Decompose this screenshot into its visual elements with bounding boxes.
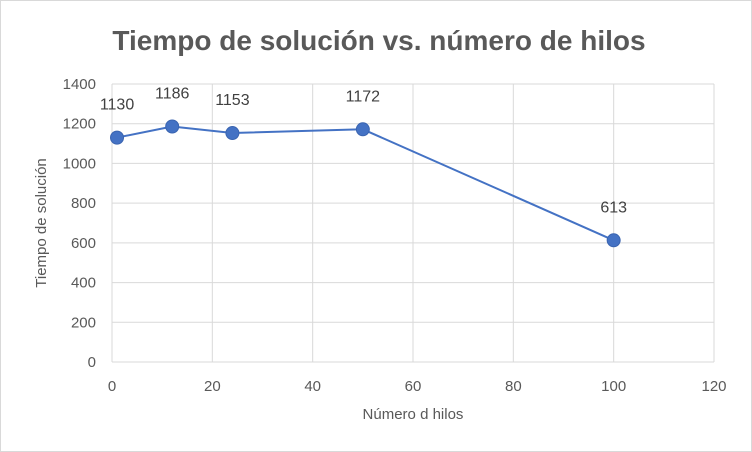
x-tick-label: 40 — [304, 378, 321, 395]
x-tick-label: 20 — [204, 378, 221, 395]
y-axis-ticks: 0 200 400 600 800 1000 1200 1400 — [63, 76, 96, 371]
x-tick-label: 100 — [601, 378, 626, 395]
data-labels: 1130 1186 1153 1172 613 — [100, 85, 627, 216]
y-tick-label: 600 — [71, 235, 96, 252]
data-label: 613 — [600, 199, 627, 216]
y-tick-label: 0 — [88, 354, 96, 371]
data-label: 1130 — [100, 97, 135, 114]
y-axis-title: Tiempo de solución — [33, 158, 50, 288]
x-tick-label: 0 — [108, 378, 116, 395]
x-axis-title: Número d hilos — [363, 406, 464, 423]
data-point — [165, 119, 180, 134]
series-line — [116, 125, 615, 242]
y-tick-label: 1000 — [63, 155, 96, 172]
y-tick-label: 1400 — [63, 76, 96, 93]
data-point — [606, 233, 621, 248]
y-tick-label: 1200 — [63, 116, 96, 133]
x-tick-label: 120 — [701, 378, 726, 395]
x-axis-ticks: 0 20 40 60 80 100 120 — [108, 378, 727, 395]
data-point — [355, 122, 370, 137]
y-tick-label: 200 — [71, 314, 96, 331]
y-tick-label: 800 — [71, 195, 96, 212]
data-point — [110, 130, 125, 145]
chart-title: Tiempo de solución vs. número de hilos — [112, 25, 645, 56]
data-point — [225, 126, 240, 141]
x-tick-label: 60 — [405, 378, 422, 395]
data-series — [110, 119, 621, 248]
data-label: 1172 — [346, 88, 381, 105]
gridlines — [111, 83, 715, 363]
data-label: 1186 — [155, 85, 190, 102]
x-tick-label: 80 — [505, 378, 522, 395]
y-tick-label: 400 — [71, 275, 96, 292]
data-label: 1153 — [215, 92, 250, 109]
